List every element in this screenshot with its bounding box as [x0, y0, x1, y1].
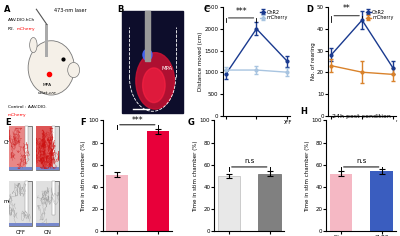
Y-axis label: Time in stim chamber (%): Time in stim chamber (%) [194, 140, 198, 211]
Text: mCherry: mCherry [17, 27, 36, 31]
Text: Control : AAV.DIO.: Control : AAV.DIO. [8, 105, 47, 109]
Text: AAV.DIO.hCh: AAV.DIO.hCh [8, 18, 35, 22]
Bar [258, 174, 281, 231]
Ellipse shape [143, 68, 165, 103]
Text: E: E [5, 118, 11, 127]
Bar [9, 126, 32, 170]
Text: B: B [117, 5, 124, 14]
Text: ChR2: ChR2 [4, 140, 18, 145]
Text: OFF: OFF [16, 230, 26, 235]
Bar [9, 181, 32, 226]
Bar [9, 126, 26, 170]
Legend: ChR2, mCherry: ChR2, mCherry [260, 9, 288, 21]
Text: A: A [4, 5, 11, 14]
Text: R2.: R2. [8, 27, 15, 31]
Ellipse shape [28, 41, 74, 95]
Bar [9, 223, 32, 226]
Bar [36, 167, 59, 170]
Bar [370, 171, 393, 231]
Text: **: ** [343, 4, 350, 13]
Y-axis label: Time in stim chamber (%): Time in stim chamber (%) [305, 140, 310, 211]
Text: D: D [306, 5, 314, 14]
Bar [146, 131, 169, 231]
Bar [25, 126, 28, 159]
Text: vGat-cre: vGat-cre [37, 91, 56, 95]
Ellipse shape [136, 53, 174, 109]
Text: ON: ON [44, 230, 52, 235]
Bar [9, 181, 26, 226]
Y-axis label: Distance moved (cm): Distance moved (cm) [198, 32, 203, 91]
Bar [36, 126, 53, 170]
Text: n.s: n.s [356, 157, 366, 164]
Ellipse shape [68, 63, 80, 78]
Text: mCherry: mCherry [4, 199, 27, 204]
Bar [45, 25, 48, 57]
Bar [36, 181, 59, 226]
Ellipse shape [143, 49, 152, 60]
Text: F: F [80, 118, 86, 127]
Bar [52, 126, 55, 159]
Y-axis label: Time in stim chamber (%): Time in stim chamber (%) [82, 140, 86, 211]
Text: ***: *** [132, 116, 143, 125]
Ellipse shape [30, 38, 37, 53]
Title: 24h post condition: 24h post condition [332, 114, 391, 118]
Text: n.s: n.s [244, 157, 254, 164]
Y-axis label: No. of rearing: No. of rearing [311, 42, 316, 80]
Legend: ChR2, mCherry: ChR2, mCherry [366, 9, 394, 21]
Bar [330, 174, 352, 231]
Text: H: H [300, 107, 307, 116]
Bar [25, 181, 28, 215]
Bar [145, 11, 150, 61]
Text: MPA: MPA [42, 83, 51, 87]
Bar [36, 126, 59, 170]
Bar [9, 167, 32, 170]
Text: MPA: MPA [161, 66, 172, 71]
Text: mCherry: mCherry [8, 114, 27, 118]
Bar [36, 223, 59, 226]
Text: G: G [188, 118, 195, 127]
Bar [218, 176, 240, 231]
Text: ***: *** [235, 8, 247, 17]
Text: 473-nm laser: 473-nm laser [54, 8, 87, 13]
Text: C: C [204, 5, 210, 14]
Bar [36, 181, 53, 226]
Bar [106, 175, 128, 231]
Bar [52, 181, 55, 215]
